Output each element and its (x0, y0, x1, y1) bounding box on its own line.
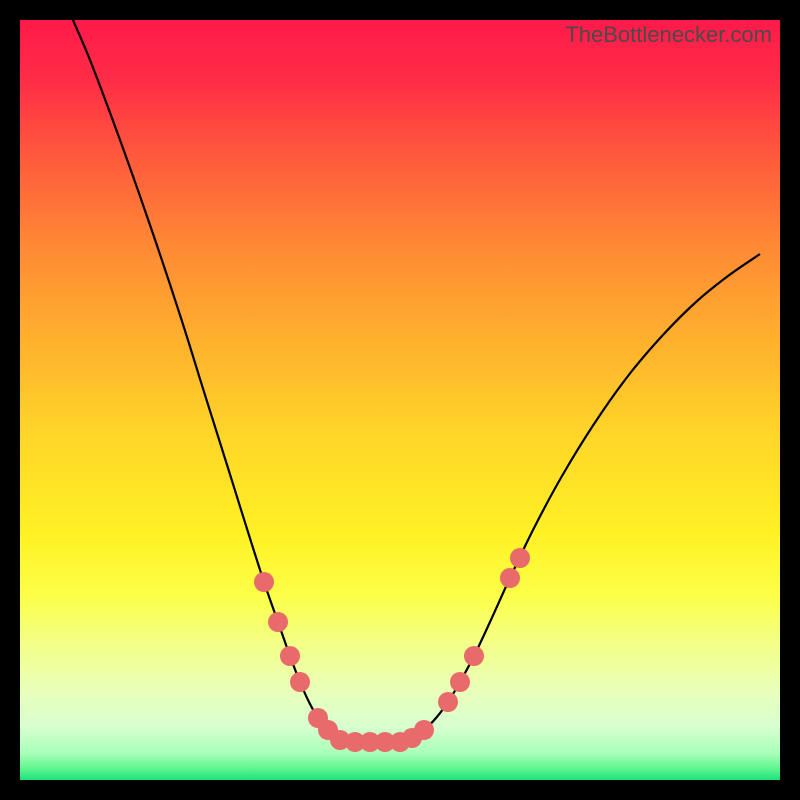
data-marker (290, 672, 310, 692)
bottleneck-chart (0, 0, 800, 800)
data-marker (414, 720, 434, 740)
data-marker (438, 692, 458, 712)
data-marker (254, 572, 274, 592)
data-marker (268, 612, 288, 632)
data-marker (500, 568, 520, 588)
data-marker (510, 548, 530, 568)
watermark-text: TheBottlenecker.com (565, 22, 772, 48)
data-marker (464, 646, 484, 666)
plot-background (20, 20, 780, 780)
data-marker (280, 646, 300, 666)
chart-frame: TheBottlenecker.com (0, 0, 800, 800)
data-marker (450, 672, 470, 692)
